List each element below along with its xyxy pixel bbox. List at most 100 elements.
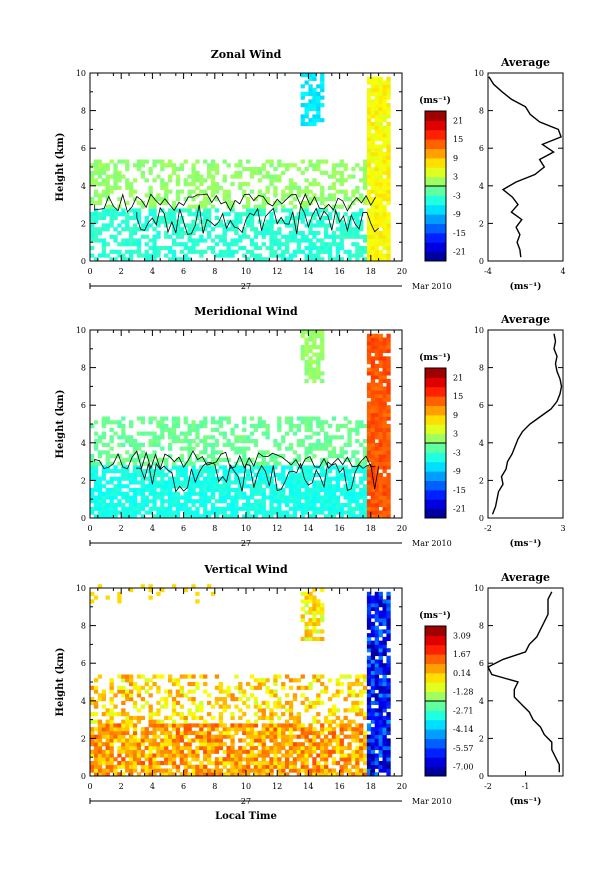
heatmap-cell [90, 764, 95, 769]
heatmap-cell [304, 330, 309, 335]
heatmap-cell [374, 405, 379, 410]
heatmap-cell [386, 103, 391, 108]
heatmap-cell [253, 245, 259, 251]
heatmap-cell [156, 506, 161, 511]
heatmap-cell [343, 249, 348, 254]
heatmap-cell [136, 431, 142, 436]
heatmap-cell [269, 454, 274, 459]
heatmap-cell [347, 495, 352, 500]
heatmap-cell [285, 208, 290, 213]
heatmap-cell [148, 469, 153, 474]
heatmap-cell [168, 159, 173, 164]
heatmap-cell [90, 697, 95, 702]
heatmap-cell [140, 450, 145, 455]
heatmap-cell [175, 495, 181, 500]
heatmap-cell [386, 363, 391, 368]
heatmap-cell [339, 450, 344, 455]
heatmap-cell [168, 689, 173, 694]
heatmap-cell [312, 749, 317, 754]
heatmap-cell [242, 727, 247, 732]
heatmap-cell [226, 476, 231, 481]
heatmap-cell [366, 727, 372, 732]
heatmap-cell [324, 757, 329, 762]
heatmap-cell [90, 760, 95, 766]
heatmap-cell [214, 723, 220, 728]
heatmap-cell [327, 476, 333, 481]
heatmap-cell [366, 178, 372, 183]
heatmap-cell [238, 689, 243, 694]
heatmap-cell [359, 461, 364, 466]
heatmap-cell [261, 257, 266, 262]
heatmap-cell [265, 472, 270, 478]
heatmap-cell [230, 242, 235, 247]
heatmap-cell [222, 223, 227, 228]
heatmap-cell [277, 745, 282, 751]
heatmap-cell [117, 461, 122, 466]
heatmap-cell [308, 76, 313, 81]
heatmap-cell [257, 257, 262, 262]
heatmap-cell [300, 114, 305, 119]
heatmap-cell [324, 480, 329, 485]
heatmap-cell [378, 738, 383, 743]
date-label: 27 [241, 539, 251, 548]
heatmap-cell [253, 230, 259, 236]
heatmap-cell [113, 476, 118, 481]
colorbar-segment [425, 691, 446, 702]
heatmap-cell [183, 693, 188, 698]
heatmap-cell [183, 178, 188, 183]
heatmap-cell [382, 715, 387, 720]
heatmap-cell [140, 734, 145, 739]
heatmap-cell [90, 182, 95, 187]
heatmap-cell [234, 476, 239, 481]
heatmap-cell [296, 427, 301, 432]
heatmap-cell [347, 223, 352, 228]
heatmap-cell [218, 697, 223, 702]
heatmap-cell [253, 424, 259, 429]
heatmap-cell [320, 424, 325, 429]
colorbar-tick-label: -15 [453, 229, 466, 238]
heatmap-cell [339, 170, 344, 175]
heatmap-cell [386, 719, 391, 724]
heatmap-cell [382, 238, 387, 243]
heatmap-cell [117, 242, 122, 247]
heatmap-cell [148, 757, 153, 762]
heatmap-cell [109, 223, 114, 228]
heatmap-cell [366, 159, 372, 164]
heatmap-cell [105, 753, 110, 758]
heatmap-cell [386, 133, 391, 138]
heatmap-cell [312, 495, 317, 500]
heatmap-cell [183, 230, 188, 236]
heatmap-cell [355, 230, 360, 236]
heatmap-cell [129, 757, 134, 762]
heatmap-cell [171, 170, 177, 175]
heatmap-cell [109, 712, 114, 717]
heatmap-cell [175, 753, 181, 758]
heatmap-cell [214, 189, 220, 194]
heatmap-cell [355, 253, 360, 258]
heatmap-cell [378, 114, 383, 119]
heatmap-cell [121, 484, 126, 489]
heatmap-cell [355, 257, 360, 262]
heatmap-cell [140, 491, 145, 496]
heatmap-cell [117, 487, 122, 493]
heatmap-cell [331, 476, 337, 481]
heatmap-cell [226, 212, 231, 217]
heatmap-cell [327, 439, 333, 444]
heatmap-cell [374, 708, 379, 713]
heatmap-cell [335, 249, 340, 254]
heatmap-cell [366, 435, 372, 440]
y-tick-label: 2 [81, 734, 86, 743]
heatmap-cell [308, 704, 313, 709]
heatmap-cell [312, 223, 317, 228]
heatmap-cell [214, 476, 220, 481]
heatmap-cell [187, 442, 192, 447]
heatmap-cell [160, 163, 165, 168]
heatmap-cell [152, 719, 157, 724]
heatmap-cell [370, 651, 376, 657]
heatmap-cell [382, 110, 387, 115]
heatmap-cell [97, 753, 103, 758]
heatmap-cell [370, 454, 376, 459]
heatmap-cell [378, 390, 383, 395]
heatmap-cell [277, 764, 282, 769]
